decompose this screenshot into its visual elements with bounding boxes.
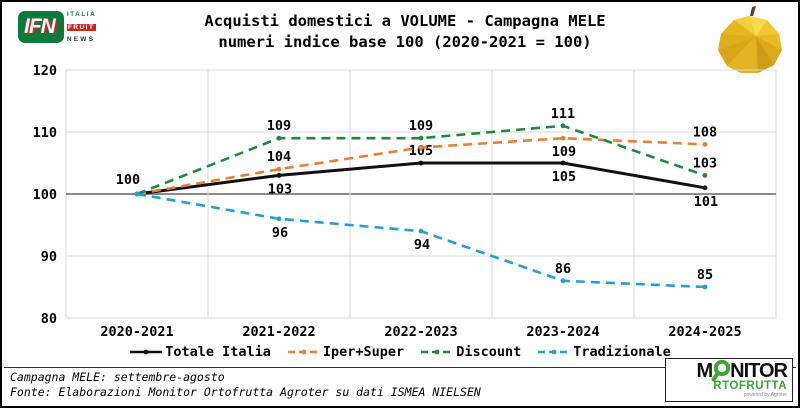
series-line [136,124,706,196]
y-axis-tick-label: 90 [41,249,57,265]
data-point-label: 103 [268,181,292,197]
data-point-marker [560,135,566,141]
data-point-label: 103 [693,155,717,171]
data-point-label: 105 [552,169,576,185]
monitor-logo-m: M [696,360,713,382]
data-point-label: 109 [409,118,433,134]
legend-line-sample [287,349,320,355]
footer: Campagna MELE: settembre-agosto Fonte: E… [4,367,796,404]
ifn-logo-news: NEWS [66,36,96,43]
grid [65,69,777,319]
data-point-label: 109 [552,144,576,160]
data-point-marker [560,123,566,129]
series-tradizionale: 96 94 86 85 [134,191,713,290]
data-point-marker [276,216,282,222]
data-point-marker [276,135,282,141]
monitor-logo-row1: M NITOR [666,360,788,382]
chart-title: Acquisti domestici a VOLUME - Campagna M… [204,12,606,30]
data-point-marker [418,228,424,234]
data-point-marker [560,160,566,166]
legend-line-sample [130,349,163,355]
data-point-label: 96 [272,225,288,241]
x-axis-category-label: 2020-2021 [100,324,173,340]
data-point-marker [276,173,282,178]
data-point-marker [276,166,282,172]
legend-item-totale-italia: Totale Italia [129,344,271,360]
ifn-logo-fruit: FRUIT [66,23,97,31]
data-point-label: 101 [694,194,718,210]
series-discount: 109 109 111 103 [134,106,717,197]
x-axis-category-label: 2022-2023 [384,324,457,340]
data-point-marker [418,135,424,141]
x-axis-category-label: 2023-2024 [526,324,599,340]
series-line [136,161,706,196]
legend-line-sample [538,349,571,355]
data-point-label: 86 [555,261,571,277]
monitor-ortofrutta-logo: M NITOR RTOFRUTTA powered by Agroter [665,358,793,402]
ifn-logo-wordmark: ITALIA FRUIT NEWS [66,11,97,43]
ifn-logo: IFN ITALIA FRUIT NEWS [18,11,97,43]
line-chart: 80 90 100 110 120 2020-2021 2021-2022 2022-2023… [33,63,777,340]
y-axis-tick-label: 80 [41,311,57,327]
data-point-marker [702,185,708,191]
x-axis-category-label: 2024-2025 [668,324,741,340]
legend-label: Tradizionale [573,344,671,360]
monitor-logo-nitor: NITOR [730,360,788,382]
data-point-marker [418,160,424,166]
legend-item-iper-super: Iper+Super [287,344,404,360]
data-point-label: 108 [693,124,717,140]
footer-source-note: Fonte: Elaborazioni Monitor Ortofrutta A… [10,385,481,399]
data-point-label: 109 [267,118,291,134]
data-point-marker [702,284,708,290]
y-axis-tick-label: 100 [33,187,57,203]
monitor-logo-ortofrutta: RTOFRUTTA [713,380,787,392]
ifn-logo-acronym: IFN [18,11,64,43]
legend-item-discount: Discount [420,344,521,360]
chart-subtitle: numeri indice base 100 (2020-2021 = 100) [218,33,592,51]
apple-icon [718,6,782,73]
chart-legend: Totale Italia Iper+Super Discount Tradizion… [2,344,798,360]
ifn-logo-italia: ITALIA [66,11,97,18]
monitor-logo-powered-by: powered by Agroter [743,392,787,398]
data-point-marker [418,145,424,150]
series-iper-super: 104 109 108 [134,124,717,197]
x-axis-category-label: 2021-2022 [242,324,315,340]
legend-label: Totale Italia [165,344,271,360]
footer-campaign-note: Campagna MELE: settembre-agosto [10,370,225,384]
y-axis-tick-label: 110 [33,125,57,141]
data-point-label: 100 [116,172,140,188]
data-point-label: 94 [414,237,430,253]
data-point-label: 104 [267,149,291,165]
data-point-marker [702,142,708,147]
legend-item-tradizionale: Tradizionale [537,344,671,360]
data-point-marker [702,173,708,178]
legend-label: Iper+Super [322,344,405,360]
legend-label: Discount [456,344,522,360]
magnifier-icon [711,360,731,382]
data-point-marker [560,278,566,284]
chart-title-block: Acquisti domestici a VOLUME - Campagna M… [107,11,703,53]
y-axis-tick-label: 120 [33,63,57,79]
data-point-marker [134,191,140,197]
data-point-label: 85 [697,267,713,283]
legend-line-sample [421,349,454,355]
data-point-label: 111 [551,106,575,122]
